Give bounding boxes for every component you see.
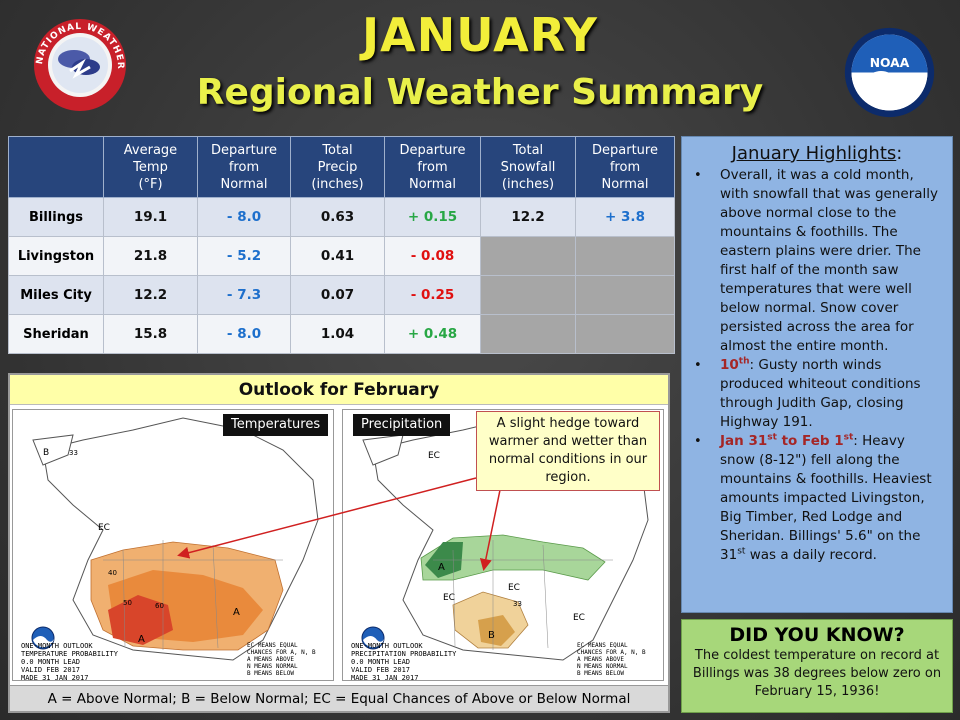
page-subtitle: Regional Weather Summary — [196, 72, 764, 113]
outlook-legend: A = Above Normal; B = Below Normal; EC =… — [10, 685, 668, 711]
avg-temp: 15.8 — [103, 314, 198, 354]
temp-departure: - 8.0 — [197, 197, 291, 237]
highlights-panel: January Highlights: • Overall, it was a … — [681, 136, 953, 613]
table-header-row: Average Temp (°F) Departure from Normal Tota… — [8, 136, 675, 198]
precip-departure: + 0.15 — [384, 197, 481, 237]
temp-departure: - 8.0 — [197, 314, 291, 354]
no-data-cell — [575, 236, 675, 276]
highlight-text: : Heavy snow (8-12") fell along the moun… — [720, 433, 932, 563]
no-data-cell — [575, 275, 675, 315]
highlight-date-sup: th — [738, 356, 750, 367]
temperature-map-graphic: EC B 33 A A 40 50 60 — [31, 417, 319, 661]
b-label: B — [43, 448, 49, 458]
outlook-callout: A slight hedge toward warmer and wetter … — [476, 411, 660, 491]
table-header-blank — [8, 136, 104, 198]
contour-label: 40 — [108, 569, 117, 577]
table-header-avg-temp: Average Temp (°F) — [103, 136, 198, 198]
table-row: Miles City 12.2 - 7.3 0.07 - 0.25 — [8, 275, 675, 315]
table-row: Sheridan 15.8 - 8.0 1.04 + 0.48 — [8, 314, 675, 354]
ec-label: EC — [443, 593, 455, 603]
highlight-date-text: 10 — [720, 357, 739, 373]
highlight-text-end: was a daily record. — [745, 547, 877, 563]
list-item: • Jan 31st to Feb 1st: Heavy snow (8-12"… — [690, 432, 944, 565]
highlight-date2-text: to Feb 1 — [776, 433, 844, 449]
table-header-precip: Total Precip (inches) — [290, 136, 385, 198]
temp-departure: - 5.2 — [197, 236, 291, 276]
highlight-date-text: Jan 31 — [720, 433, 768, 449]
outlook-title: Outlook for February — [10, 375, 668, 405]
did-you-know-title: DID YOU KNOW? — [729, 624, 905, 646]
temp-map-legend-caption: EC MEANS EQUAL CHANCES FOR A, N, B A MEA… — [247, 642, 316, 677]
highlight-date: Jan 31st to Feb 1st — [720, 433, 853, 449]
no-data-cell — [480, 314, 576, 354]
highlight-date: 10th — [720, 357, 750, 373]
no-data-cell — [480, 275, 576, 315]
did-you-know-text: The coldest temperature on record at Bil… — [692, 648, 942, 699]
highlights-title-colon: : — [896, 143, 903, 164]
temperatures-label: Temperatures — [223, 414, 329, 436]
contour-label: 60 — [155, 602, 164, 610]
temp-map-caption: ONE-MONTH OUTLOOK TEMPERATURE PROBABILIT… — [21, 642, 118, 682]
b-label: B — [488, 630, 495, 641]
city-name: Livingston — [8, 236, 104, 276]
highlight-text: : Gusty north winds produced whiteout co… — [720, 357, 921, 430]
ec-label: EC — [98, 523, 110, 533]
snow-departure: + 3.8 — [575, 197, 675, 237]
highlights-title-text: January Highlights — [731, 143, 897, 164]
list-item: • 10th: Gusty north winds produced white… — [690, 356, 944, 432]
total-precip: 0.63 — [290, 197, 385, 237]
contour-label: 33 — [513, 600, 522, 608]
table-header-snow-departure: Departure from Normal — [575, 136, 675, 198]
noaa-logo-text: NOAA — [870, 56, 910, 70]
precipitation-label: Precipitation — [353, 414, 451, 436]
contour-label: 50 — [123, 599, 132, 607]
avg-temp: 19.1 — [103, 197, 198, 237]
highlights-list: • Overall, it was a cold month, with sno… — [690, 166, 944, 565]
highlights-title: January Highlights: — [690, 143, 944, 164]
city-name: Miles City — [8, 275, 104, 315]
precip-departure: - 0.25 — [384, 275, 481, 315]
total-precip: 0.41 — [290, 236, 385, 276]
ec-label: EC — [573, 613, 585, 623]
did-you-know-panel: DID YOU KNOW? The coldest temperature on… — [681, 619, 953, 713]
total-precip: 1.04 — [290, 314, 385, 354]
a-label: A — [438, 562, 445, 573]
city-name: Sheridan — [8, 314, 104, 354]
avg-temp: 21.8 — [103, 236, 198, 276]
table-row: Livingston 21.8 - 5.2 0.41 - 0.08 — [8, 236, 675, 276]
a-label: A — [233, 607, 240, 618]
no-data-cell — [575, 314, 675, 354]
page-title: JANUARY — [362, 8, 598, 62]
highlight-date-sup: st — [767, 432, 777, 443]
summary-table: Average Temp (°F) Departure from Normal Tota… — [8, 136, 675, 354]
no-data-cell — [480, 236, 576, 276]
table-row: Billings 19.1 - 8.0 0.63 + 0.15 12.2 + 3… — [8, 197, 675, 237]
total-snowfall: 12.2 — [480, 197, 576, 237]
precip-departure: + 0.48 — [384, 314, 481, 354]
highlight-text: Overall, it was a cold month, with snowf… — [720, 167, 939, 354]
table-header-precip-departure: Departure from Normal — [384, 136, 481, 198]
table-header-snowfall: Total Snowfall (inches) — [480, 136, 576, 198]
total-precip: 0.07 — [290, 275, 385, 315]
precip-map-legend-caption: EC MEANS EQUAL CHANCES FOR A, N, B A MEA… — [577, 642, 646, 677]
bullet-icon: • — [694, 358, 702, 373]
list-item: • Overall, it was a cold month, with sno… — [690, 166, 944, 356]
bullet-icon: • — [694, 168, 702, 183]
ec-label: EC — [428, 451, 440, 461]
city-name: Billings — [8, 197, 104, 237]
temperature-outlook-map: EC B 33 A A 40 50 60 Temperatures ONE-MO… — [12, 409, 334, 682]
highlight-text-sup: st — [737, 546, 746, 557]
ec-label: EC — [508, 583, 520, 593]
temp-departure: - 7.3 — [197, 275, 291, 315]
precip-map-caption: ONE-MONTH OUTLOOK PRECIPITATION PROBABIL… — [351, 642, 457, 682]
contour-label: 33 — [69, 449, 78, 457]
avg-temp: 12.2 — [103, 275, 198, 315]
bullet-icon: • — [694, 434, 702, 449]
table-header-temp-departure: Departure from Normal — [197, 136, 291, 198]
highlight-date2-sup: st — [843, 432, 854, 443]
a-label: A — [138, 634, 145, 645]
noaa-logo: NOAA — [844, 27, 935, 118]
precip-departure: - 0.08 — [384, 236, 481, 276]
nws-logo: NATIONAL WEATHER SERVICE — [30, 15, 126, 111]
